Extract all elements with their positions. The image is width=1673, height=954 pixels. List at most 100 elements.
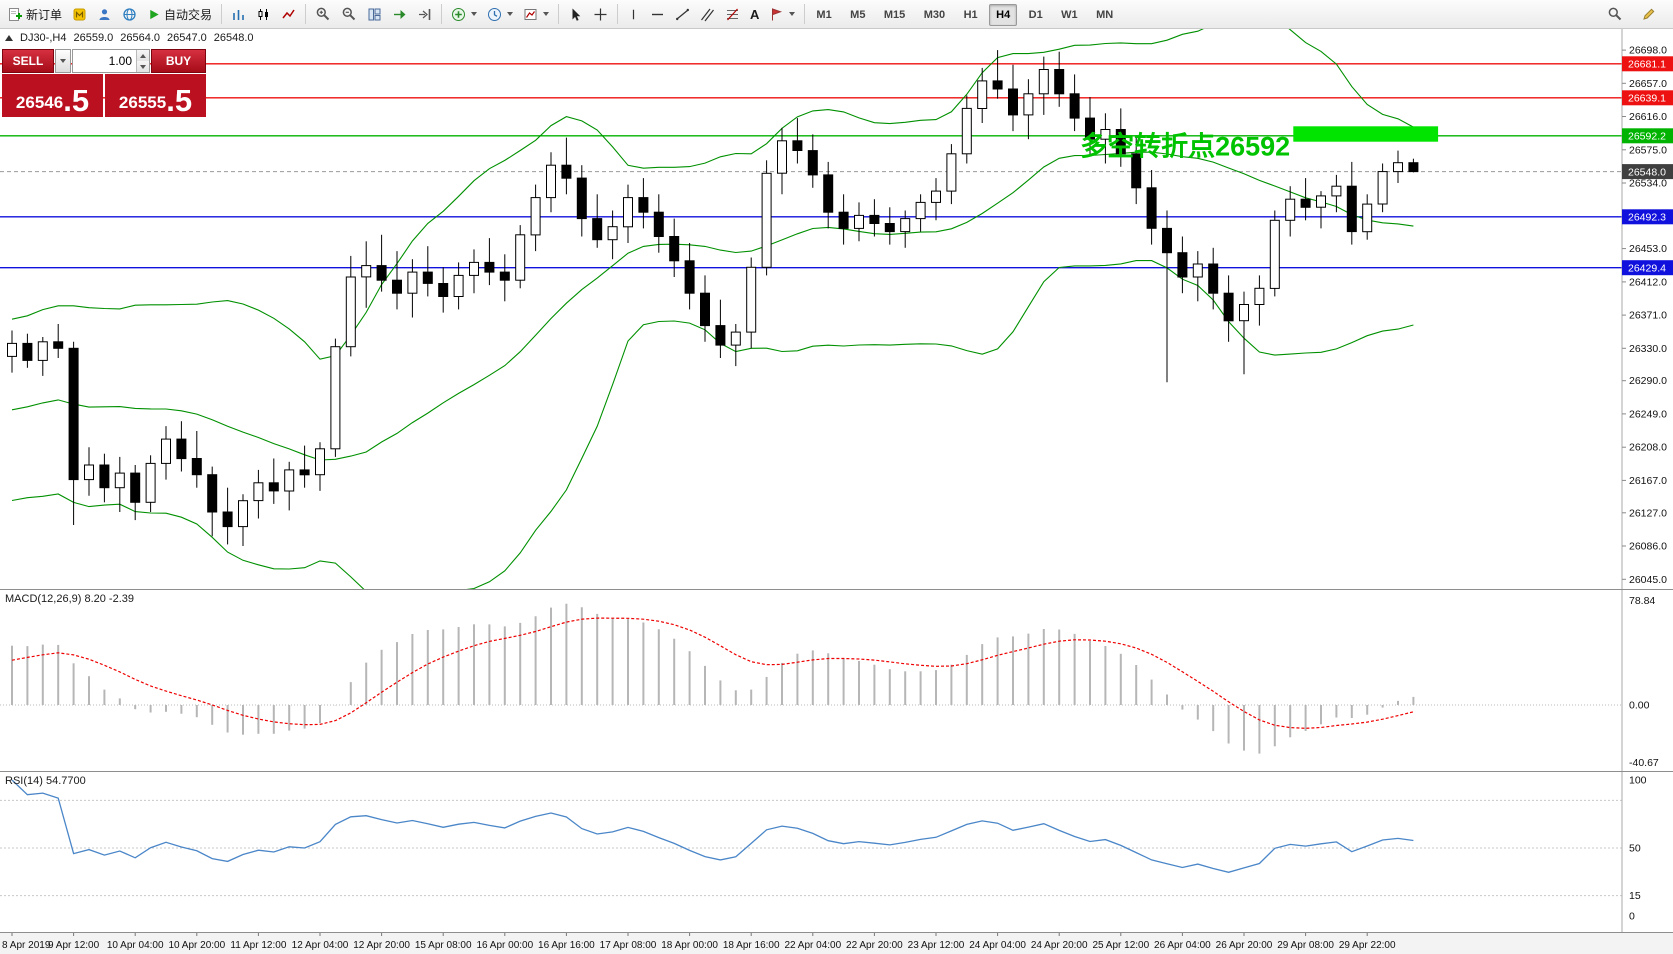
tile-windows-icon [368,8,381,20]
svg-text:26 Apr 20:00: 26 Apr 20:00 [1216,940,1273,951]
buy-button[interactable]: BUY [151,49,206,73]
time-axis[interactable]: 8 Apr 2019 9 Apr 12:00 10 Apr 04:00 10 Apr … [0,932,1673,954]
svg-text:26371.0: 26371.0 [1629,310,1667,322]
auto-scroll-icon [394,9,406,19]
one-click-trading-panel: SELL 1.00 BUY 26546 .5 26555 [2,49,206,117]
candlestick-mode-button[interactable] [251,2,276,26]
trendline-icon [676,8,690,20]
periods-button[interactable] [482,2,518,26]
line-chart-m ode-button[interactable] [276,2,301,26]
channel-icon [701,8,715,21]
dropdown-arrow-icon [507,12,514,16]
channel-tool-button[interactable] [695,2,720,26]
timeframe-m30-button[interactable]: M30 [923,9,946,21]
svg-text:26453.0: 26453.0 [1629,243,1667,255]
text-tool-button[interactable]: A [745,2,764,26]
macd-panel[interactable]: 78.84 0.00 -40.67 MACD(12,26,9) 8.20 -2.39 [0,589,1673,771]
timeframe-m15-button[interactable]: M15 [883,9,906,21]
timeframe-m5-button[interactable]: M5 [850,9,866,21]
timeframe-d1-button[interactable]: D1 [1028,9,1043,21]
svg-text:12 Apr 20:00: 12 Apr 20:00 [353,940,410,951]
cursor-tool-button[interactable] [563,2,588,26]
svg-text:26616.0: 26616.0 [1629,111,1667,123]
auto-trading-button[interactable]: 自动交易 [142,2,217,26]
volume-input[interactable]: 1.00 [108,54,132,68]
fibonacci-tool-button[interactable] [720,2,745,26]
bid-price-int: 26546 [15,93,64,112]
crosshair-tool-button[interactable] [588,2,613,26]
trendline-tool-button[interactable] [670,2,695,26]
community-button[interactable] [117,2,142,26]
horizontal-line-icon [652,13,664,15]
search-icon [1608,7,1622,21]
ask-price-block[interactable]: 26555 .5 [105,74,206,117]
svg-text:18 Apr 16:00: 18 Apr 16:00 [723,940,780,951]
svg-text:22 Apr 20:00: 22 Apr 20:00 [846,940,903,951]
chart-shift-icon [419,8,431,20]
timeframe-group: M1 M5 M15 M30 H1 H4 D1 W1 MN [809,4,1120,26]
new-order-button[interactable]: 新订单 [3,2,67,26]
arrows-tool-button[interactable] [764,2,800,26]
indicators-button[interactable] [446,2,482,26]
svg-text:29 Apr 08:00: 29 Apr 08:00 [1277,940,1334,951]
svg-text:-40.67: -40.67 [1629,757,1659,769]
chart-shift-button[interactable] [412,2,437,26]
template-icon [524,8,537,20]
svg-text:10 Apr 20:00: 10 Apr 20:00 [168,940,225,951]
svg-text:25 Apr 12:00: 25 Apr 12:00 [1092,940,1149,951]
line-chart-icon [282,9,295,18]
timeframe-m1-button[interactable]: M1 [816,9,832,21]
volume-step-up-button[interactable] [137,50,149,61]
svg-text:16 Apr 16:00: 16 Apr 16:00 [538,940,595,951]
profile-button[interactable] [92,2,117,26]
main-chart-panel[interactable]: 多空转折点26592 26698.0 26657.0 26616.0 26575.0 26… [0,29,1673,589]
svg-text:26639.1: 26639.1 [1628,93,1666,105]
sell-button[interactable]: SELL [2,49,54,73]
clock-icon [488,7,502,21]
volume-stepper [136,50,149,72]
tile-windows-button[interactable] [362,2,387,26]
bid-price-block[interactable]: 26546 .5 [2,74,103,117]
svg-text:15 Apr 08:00: 15 Apr 08:00 [415,940,472,951]
templates-button[interactable] [518,2,554,26]
metaeditor-icon [73,8,86,20]
vertical-line-tool-button[interactable] [622,2,645,26]
auto-scroll-button[interactable] [387,2,412,26]
timeframe-mn-button[interactable]: MN [1096,9,1114,21]
svg-text:17 Apr 08:00: 17 Apr 08:00 [600,940,657,951]
svg-text:18 Apr 00:00: 18 Apr 00:00 [661,940,718,951]
separator [305,4,307,24]
svg-text:15: 15 [1629,890,1641,902]
separator [441,4,443,24]
collapse-icon[interactable] [5,35,13,41]
ohlc-close: 26548.0 [213,32,254,44]
macd-canvas[interactable]: 78.84 0.00 -40.67 [0,590,1673,771]
svg-text:29 Apr 22:00: 29 Apr 22:00 [1339,940,1396,951]
svg-text:26330.0: 26330.0 [1629,343,1667,355]
rsi-canvas[interactable]: 100 50 15 0 [0,772,1673,932]
ohlc-high: 26564.0 [120,32,160,44]
metaeditor-button[interactable] [67,2,92,26]
dropdown-arrow-icon [471,12,478,16]
zoom-in-button[interactable] [310,2,336,26]
ohlc-low: 26547.0 [167,32,207,44]
edit-button[interactable] [1636,2,1662,26]
timeframe-w1-button[interactable]: W1 [1061,9,1078,21]
svg-text:100: 100 [1629,775,1647,787]
volume-step-down-button[interactable] [137,61,149,72]
horizontal-line-tool-button[interactable] [645,2,670,26]
bar-chart-icon [233,9,244,20]
timeframe-h4-button[interactable]: H4 [989,4,1018,26]
timeframe-h1-button[interactable]: H1 [963,9,978,21]
zoom-out-button[interactable] [336,2,362,26]
svg-text:26698.0: 26698.0 [1629,45,1667,57]
search-button[interactable] [1602,2,1628,26]
dropdown-arrow-icon [543,12,550,16]
bar-chart-mode-button[interactable] [226,2,251,26]
svg-text:26086.0: 26086.0 [1629,541,1667,553]
rsi-panel[interactable]: 100 50 15 0 RSI(14) 54.7700 [0,771,1673,932]
main-chart-canvas[interactable]: 多空转折点2659226698.026657.026616.026575.026… [0,29,1673,589]
svg-text:0.00: 0.00 [1629,700,1650,712]
volume-dropdown-button[interactable] [55,49,71,73]
